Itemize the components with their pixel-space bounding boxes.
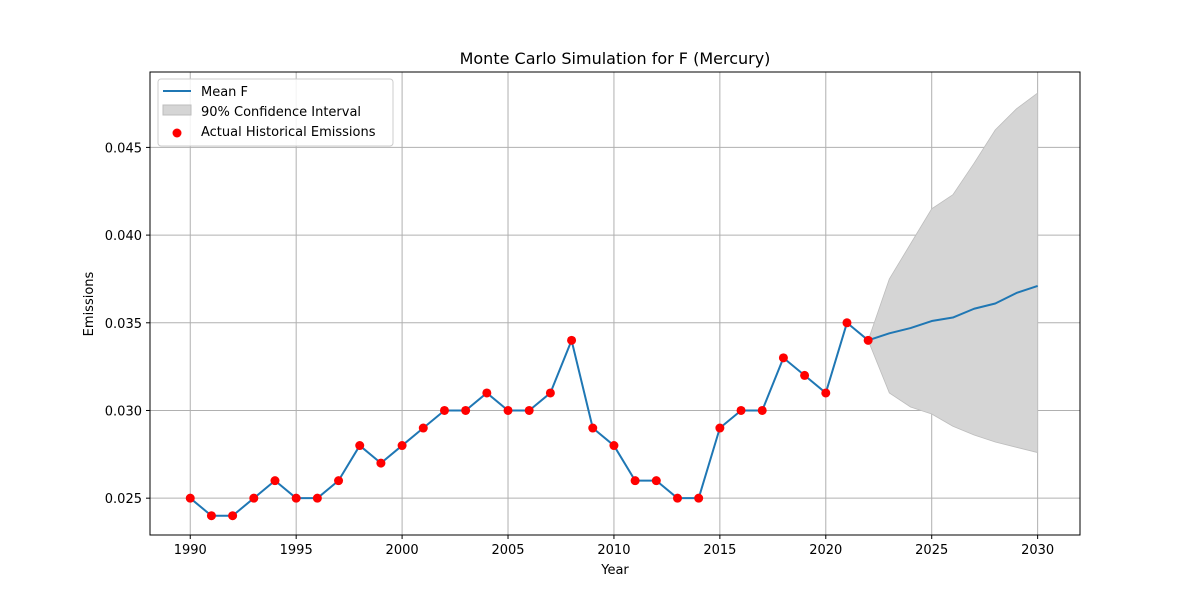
actual-emission-point — [461, 405, 471, 415]
x-tick-label: 2030 — [1021, 543, 1054, 558]
legend: Mean F 90% Confidence Interval Actual Hi… — [157, 78, 394, 147]
actual-emission-point — [630, 476, 640, 486]
legend-mean-label: Mean F — [201, 85, 248, 100]
actual-emission-point — [651, 476, 661, 486]
confidence-interval-layer — [867, 92, 1039, 454]
actual-emission-point — [778, 353, 788, 363]
x-tick-label: 2005 — [491, 543, 524, 558]
y-tick-label: 0.045 — [105, 141, 142, 156]
actual-emission-point — [439, 405, 449, 415]
actual-emission-point — [821, 388, 831, 398]
actual-emission-point — [249, 493, 259, 503]
actual-emission-point — [672, 493, 682, 503]
tick-layer: 1990 1995 2000 2005 2010 2015 2020 2025 2030 0.02… — [105, 141, 1054, 558]
y-axis-label: Emissions — [82, 271, 97, 336]
x-tick-label: 2025 — [915, 543, 948, 558]
actual-emission-point — [524, 405, 534, 415]
legend-ci-label: 90% Confidence Interval — [201, 105, 361, 120]
y-tick-label: 0.030 — [105, 404, 142, 419]
actual-emission-point — [715, 423, 725, 433]
y-tick-label: 0.025 — [105, 492, 142, 507]
x-axis-label: Year — [600, 563, 629, 578]
legend-actual-swatch — [172, 128, 182, 138]
y-tick-label: 0.035 — [105, 317, 142, 332]
actual-emission-point — [842, 318, 852, 328]
actual-emission-point — [757, 405, 767, 415]
x-tick-label: 1990 — [174, 543, 207, 558]
actual-emission-point — [206, 511, 216, 521]
x-tick-label: 1995 — [280, 543, 313, 558]
confidence-interval-band — [867, 92, 1039, 454]
actual-emission-point — [376, 458, 386, 468]
actual-emission-point — [418, 423, 428, 433]
actual-emission-point — [545, 388, 555, 398]
x-tick-label: 2010 — [597, 543, 630, 558]
actual-emission-point — [567, 335, 577, 345]
actual-emission-point — [291, 493, 301, 503]
actual-emission-point — [694, 493, 704, 503]
actual-emission-point — [334, 476, 344, 486]
actual-emission-point — [185, 493, 195, 503]
x-tick-label: 2020 — [809, 543, 842, 558]
actual-emission-point — [503, 405, 513, 415]
actual-points-layer — [185, 318, 873, 521]
y-tick-label: 0.040 — [105, 229, 142, 244]
chart-title: Monte Carlo Simulation for F (Mercury) — [460, 49, 771, 68]
actual-emission-point — [397, 441, 407, 451]
legend-box — [157, 78, 394, 147]
actual-emission-point — [609, 441, 619, 451]
actual-emission-point — [355, 441, 365, 451]
actual-emission-point — [736, 405, 746, 415]
actual-emission-point — [270, 476, 280, 486]
plot-frame — [149, 71, 1081, 536]
x-tick-label: 2015 — [703, 543, 736, 558]
actual-emission-point — [482, 388, 492, 398]
legend-actual-label: Actual Historical Emissions — [201, 125, 376, 140]
actual-emission-point — [800, 370, 810, 380]
actual-emission-point — [863, 335, 873, 345]
legend-ci-swatch — [162, 104, 192, 116]
x-tick-label: 2000 — [386, 543, 419, 558]
actual-emission-point — [228, 511, 238, 521]
actual-emission-point — [588, 423, 598, 433]
actual-emission-point — [312, 493, 322, 503]
